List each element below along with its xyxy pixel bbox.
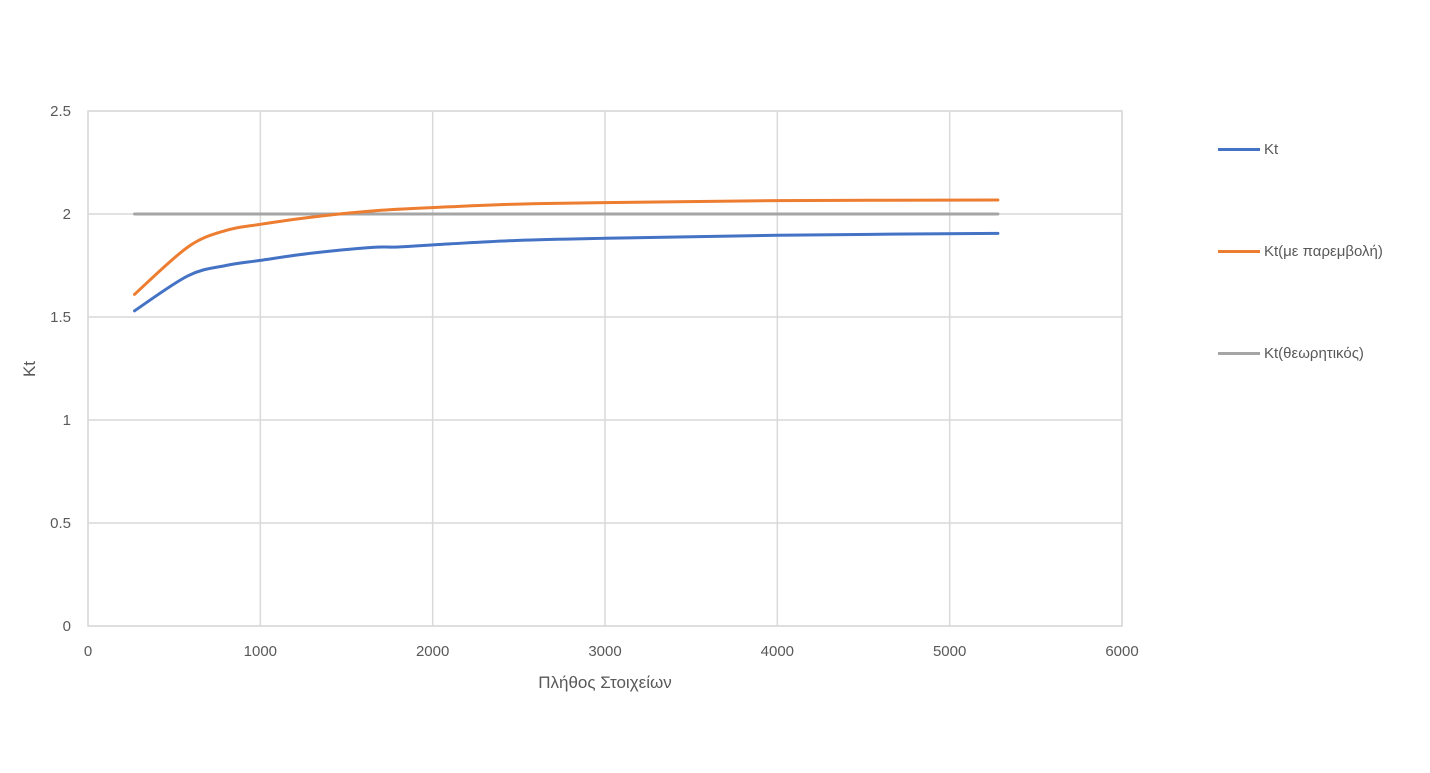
legend-item-kt-interpolated: Kt(με παρεμβολή) [1218, 240, 1383, 262]
x-axis-title: Πλήθος Στοιχείων [538, 673, 672, 692]
plot-area-border [87, 110, 1123, 627]
x-tick-label: 0 [84, 643, 92, 660]
x-tick-label: 2000 [416, 643, 449, 660]
series-line-kt [133, 231, 1000, 313]
series-line-kt-interpolated [133, 198, 1000, 296]
y-axis-title: Kt [20, 361, 39, 377]
y-tick-label: 2.5 [50, 103, 71, 120]
y-tick-label: 0.5 [50, 515, 71, 532]
y-tick-label: 1.5 [50, 309, 71, 326]
legend-swatch-kt [1218, 147, 1260, 151]
legend-item-kt-theoretical: Kt(θεωρητικός) [1218, 342, 1364, 364]
legend-item-kt: Kt [1218, 138, 1278, 160]
y-tick-label: 0 [63, 618, 71, 635]
legend-label-kt-interpolated: Kt(με παρεμβολή) [1264, 242, 1383, 260]
y-tick-label: 2 [63, 206, 71, 223]
x-tick-label: 5000 [933, 643, 966, 660]
x-axis-ticks: 0 1000 2000 3000 4000 5000 6000 [84, 643, 1139, 660]
x-tick-label: 4000 [761, 643, 794, 660]
x-tick-label: 3000 [588, 643, 621, 660]
y-axis-ticks: 0 0.5 1 1.5 2 2.5 [50, 103, 71, 635]
grid-lines [87, 110, 1123, 627]
y-tick-label: 1 [63, 412, 71, 429]
series-layer [133, 198, 1000, 313]
legend-label-kt: Kt [1264, 140, 1279, 158]
legend-swatch-kt-interpolated [1218, 249, 1260, 253]
legend-swatch-kt-theoretical [1218, 351, 1260, 355]
x-tick-label: 6000 [1105, 643, 1138, 660]
legend-label-kt-theoretical: Kt(θεωρητικός) [1264, 344, 1364, 362]
x-tick-label: 1000 [244, 643, 277, 660]
